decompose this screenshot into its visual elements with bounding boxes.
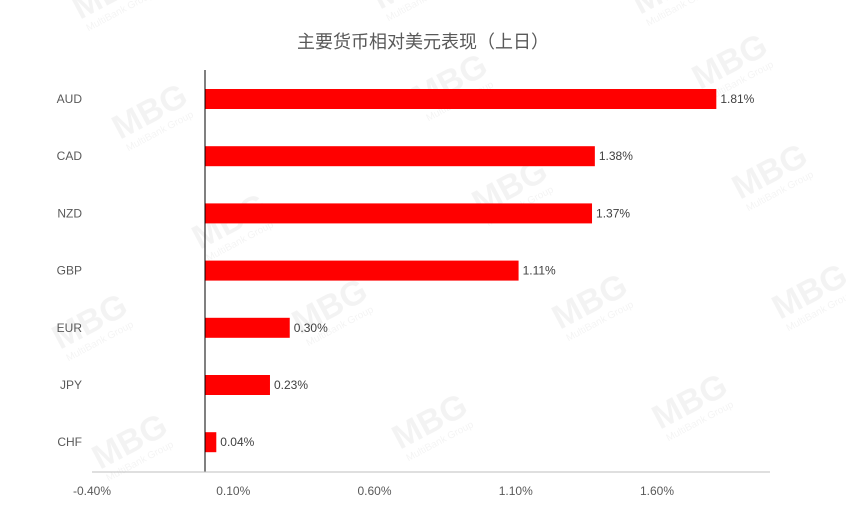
watermark: MBGMultiBank Group [366,0,456,24]
data-label-eur: 0.30% [294,321,328,335]
data-label-jpy: 0.23% [274,378,308,392]
category-label-chf: CHF [57,435,82,449]
watermark-layer: MBGMultiBank GroupMBGMultiBank GroupMBGM… [46,0,846,484]
watermark: MBGMultiBank Group [106,76,196,154]
watermark: MBGMultiBank Group [406,46,496,124]
bar-jpy [205,375,270,395]
watermark: MBGMultiBank Group [286,271,376,349]
watermark: MBGMultiBank Group [86,406,176,484]
bar-chf [205,432,217,453]
category-label-jpy: JPY [60,378,82,392]
bar-gbp [205,260,519,281]
category-label-aud: AUD [57,92,83,106]
data-label-aud: 1.81% [720,92,754,106]
chart-title: 主要货币相对美元表现（上日） [297,32,549,52]
x-tick-label: 0.60% [357,484,391,498]
bar-cad [205,146,595,167]
bar-nzd [205,203,593,224]
category-label-cad: CAD [57,149,83,163]
data-label-cad: 1.38% [599,149,633,163]
category-label-nzd: NZD [57,206,82,220]
watermark: MBGMultiBank Group [626,0,716,29]
bar-eur [205,317,290,338]
category-label-eur: EUR [57,321,83,335]
bar-aud [205,89,717,109]
category-labels: AUD CAD NZD GBP EUR JPY CHF [57,92,83,449]
watermark: MBGMultiBank Group [66,0,156,34]
watermark: MBGMultiBank Group [726,136,816,214]
x-tick-label: 1.60% [640,484,674,498]
watermark: MBGMultiBank Group [546,266,636,344]
data-label-gbp: 1.11% [523,264,556,278]
x-tick-label: 0.10% [216,484,250,498]
bars-group [205,89,717,453]
watermark: MBGMultiBank Group [646,366,736,444]
axes-group [92,70,770,473]
watermark: MBGMultiBank Group [386,386,476,464]
data-label-nzd: 1.37% [596,206,630,220]
category-label-gbp: GBP [57,264,82,278]
watermark: MBGMultiBank Group [186,186,276,264]
x-tick-labels: -0.40% 0.10% 0.60% 1.10% 1.60% [73,484,674,498]
data-labels: 1.81% 1.38% 1.37% 1.11% 0.30% 0.23% 0.04% [220,92,754,449]
x-tick-label: -0.40% [73,484,111,498]
x-tick-label: 1.10% [499,484,533,498]
watermark: MBGMultiBank Group [766,256,846,334]
data-label-chf: 0.04% [220,435,254,449]
